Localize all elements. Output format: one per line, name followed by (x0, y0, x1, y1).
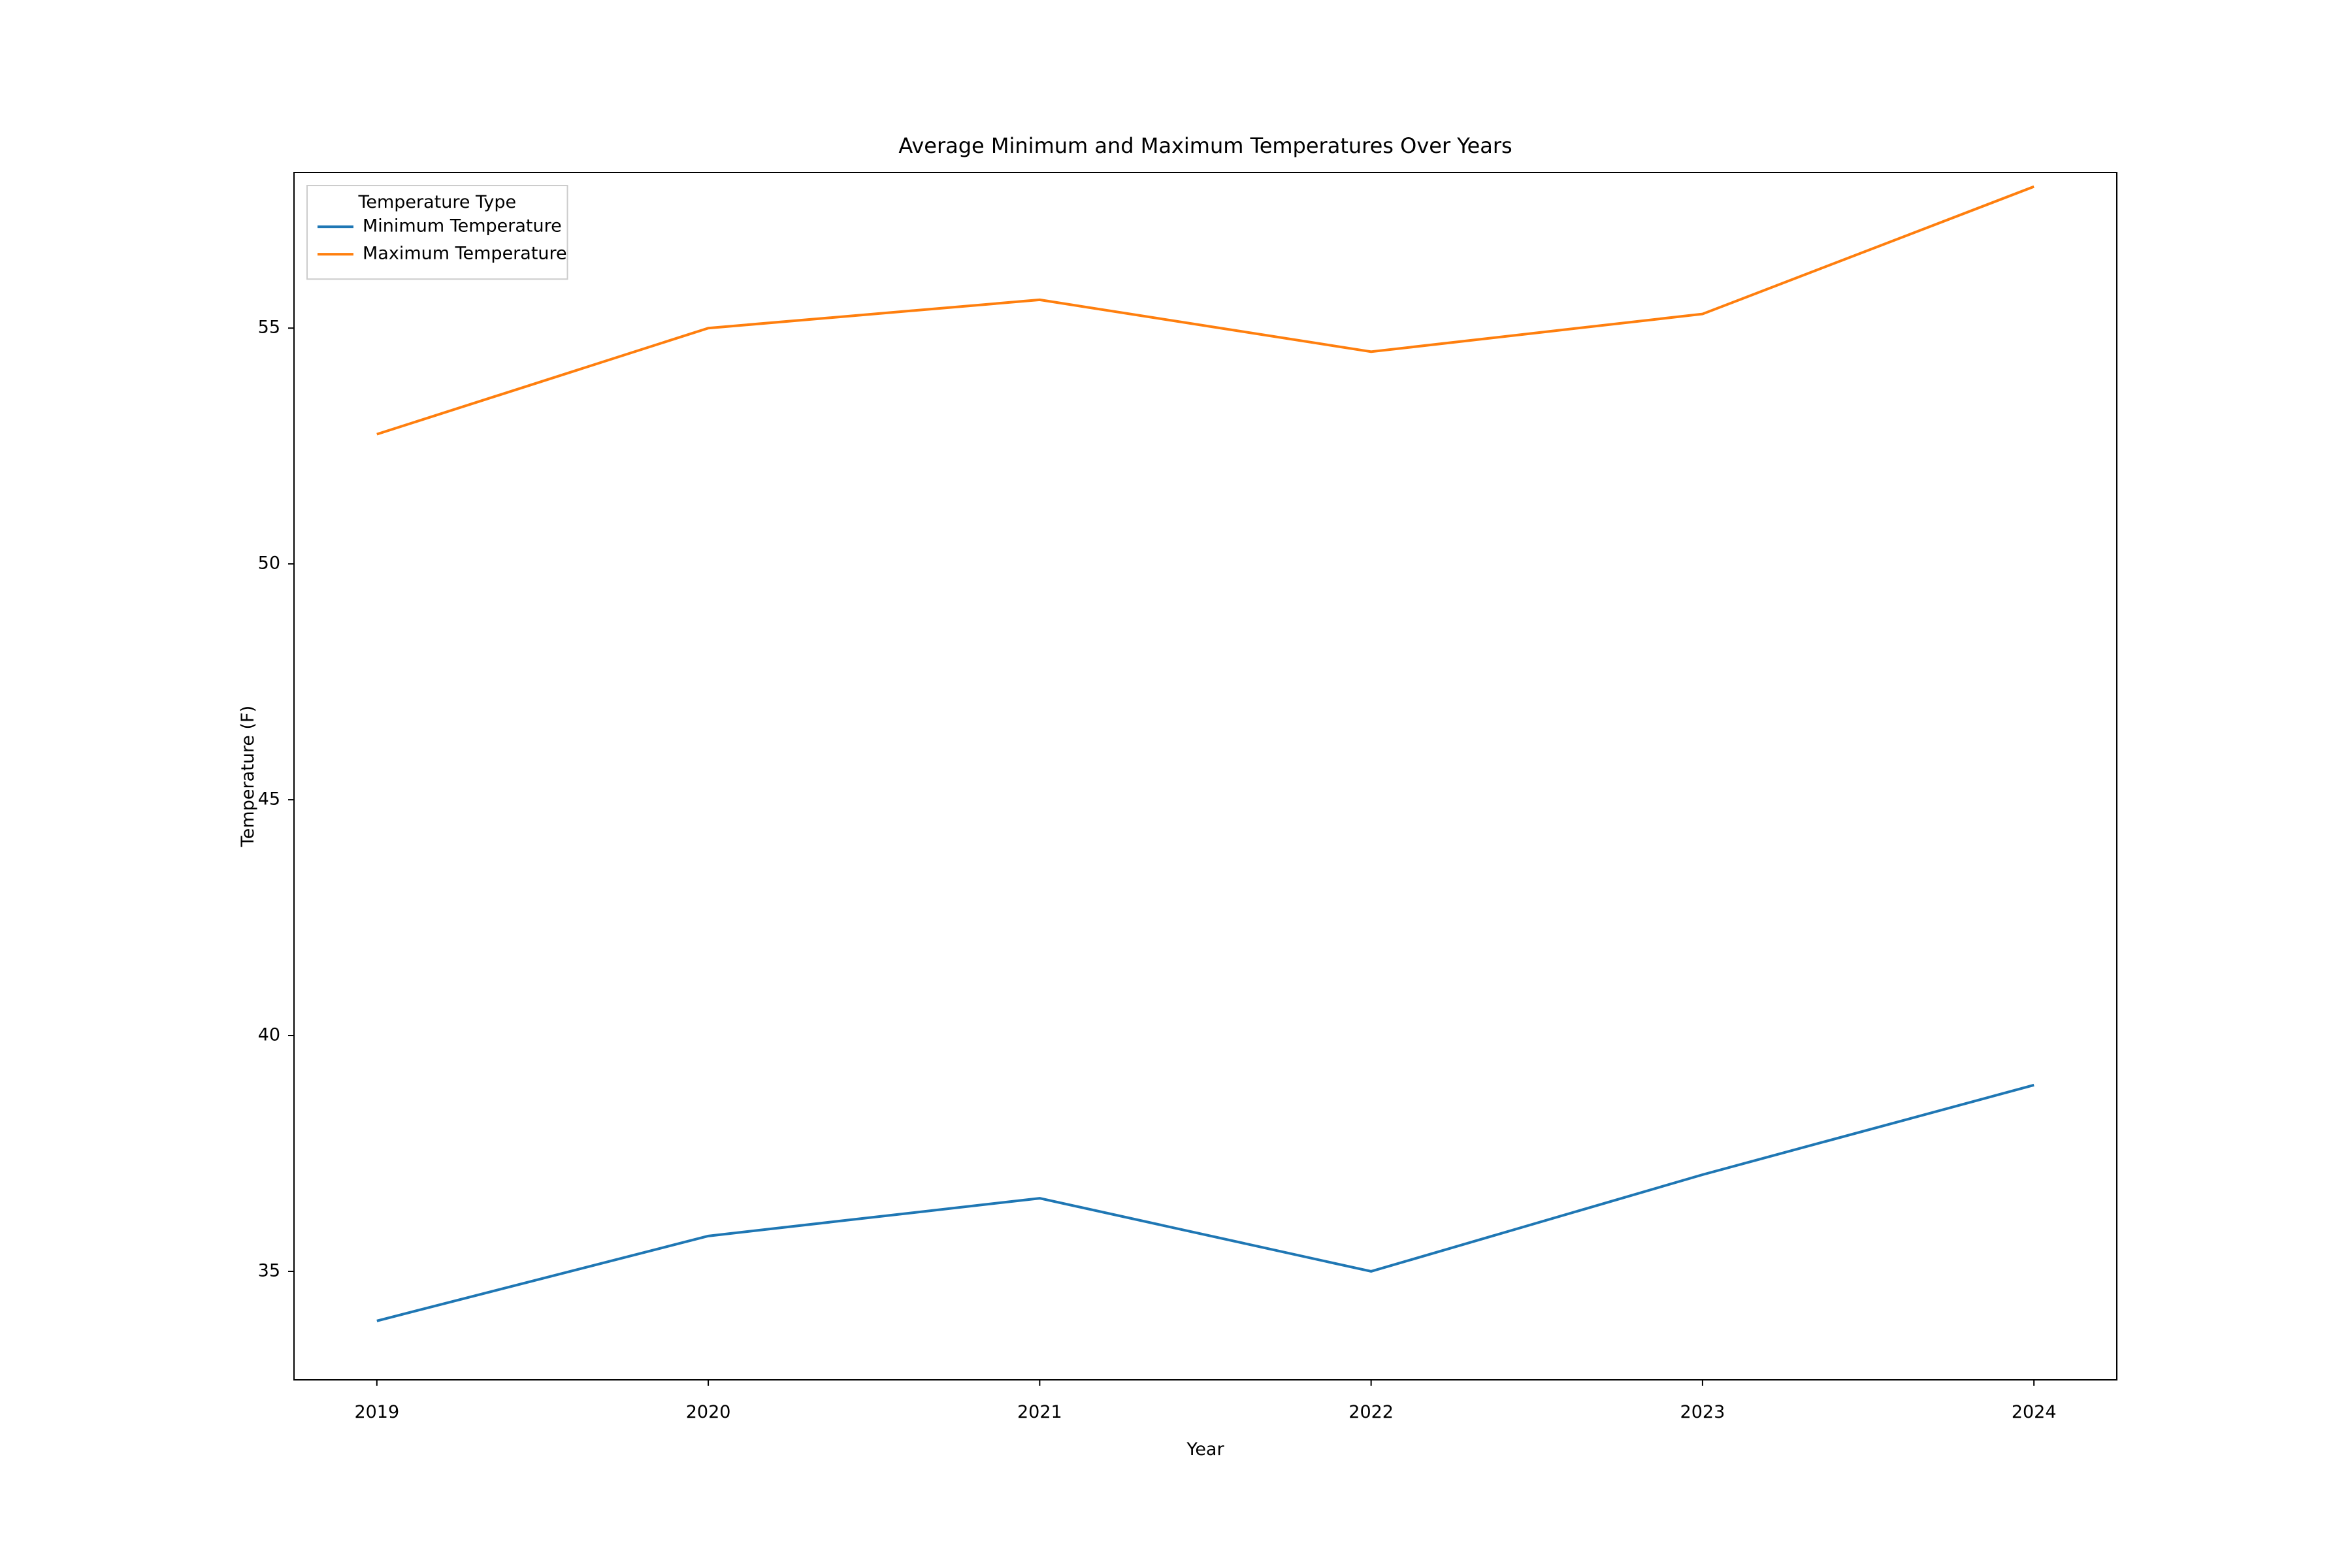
legend-item-label: Minimum Temperature (363, 216, 562, 237)
chart-title: Average Minimum and Maximum Temperatures… (898, 133, 1512, 158)
y-tick-label: 50 (258, 553, 280, 574)
legend-title: Temperature Type (357, 192, 516, 212)
line-chart: 35 40 45 50 55 2019 2020 2021 2022 2023 2024 Year Te… (0, 0, 2352, 1568)
x-tick-label: 2024 (2012, 1402, 2057, 1422)
y-tick-label: 40 (258, 1025, 280, 1045)
plot-area (294, 172, 2117, 1380)
x-tick-label: 2021 (1017, 1402, 1062, 1422)
x-tick-label: 2020 (686, 1402, 731, 1422)
y-tick-label: 55 (258, 318, 280, 338)
y-axis-label: Temperature (F) (238, 706, 258, 847)
legend-item-label: Maximum Temperature (363, 244, 567, 264)
x-tick-label: 2023 (1680, 1402, 1725, 1422)
x-tick-label: 2022 (1348, 1402, 1394, 1422)
x-axis-label: Year (1186, 1439, 1224, 1460)
chart-container: 35 40 45 50 55 2019 2020 2021 2022 2023 2024 Year Te… (0, 0, 2352, 1568)
y-tick-label: 35 (258, 1260, 280, 1281)
legend: Temperature Type Minimum Temperature Maxim… (307, 186, 568, 279)
x-tick-label: 2019 (354, 1402, 399, 1422)
y-tick-label: 45 (258, 789, 280, 809)
